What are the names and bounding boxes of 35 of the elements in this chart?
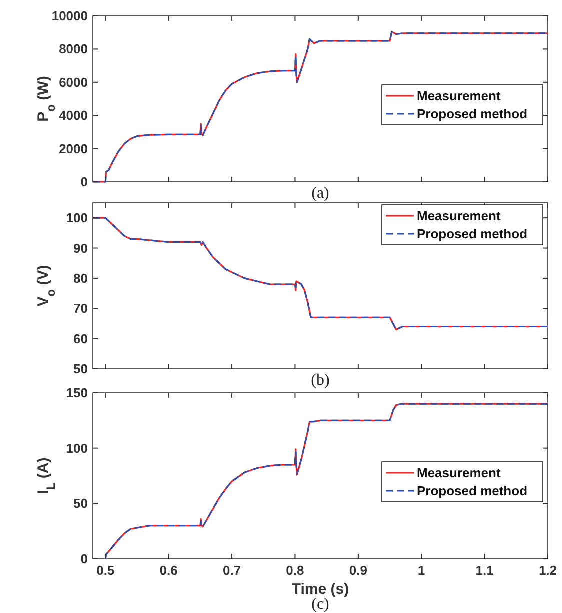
y-tick-label: 50 [74,362,88,376]
line-series [93,30,548,183]
x-tick-label: 0.6 [160,563,178,578]
legend-label: Measurement [417,208,502,224]
line-series [104,403,548,560]
x-tick-label: 0.5 [96,563,115,578]
y-tick-label: 4000 [59,108,88,124]
text: (b) [311,372,330,389]
y-tick-label: 150 [66,386,88,400]
x-tick-label: 0.7 [222,563,242,578]
y-tick-label: 60 [74,331,88,346]
legend-label: Proposed method [417,226,528,242]
y-tick-label: 90 [74,240,88,256]
x-tick-label: 1.2 [538,563,558,578]
y-tick-label: 2000 [59,141,88,156]
y-tick-label: 8000 [59,42,88,57]
text: (a) [312,185,330,202]
legend-label: Proposed method [417,484,528,498]
x-tick-label: 0.9 [349,563,368,578]
y-tick-label: 6000 [59,74,88,90]
y-tick-label: 50 [74,496,88,512]
legend-label: Measurement [417,88,502,104]
x-tick-label: 0.8 [286,563,304,578]
legend-label: Proposed method [417,106,528,122]
y-tick-label: 0 [80,552,88,566]
x-tick-label: 1.1 [476,563,494,578]
y-tick-label: 70 [74,301,88,316]
y-tick-label: 10000 [52,8,88,24]
x-tick-label: 1 [418,563,426,578]
y-tick-label: 80 [74,270,88,286]
legend-label: Measurement [417,466,502,480]
y-tick-label: 100 [66,440,88,456]
x-axis-title: Time (s) [292,581,350,598]
y-tick-label: 0 [80,174,88,190]
y-tick-label: 100 [66,210,88,226]
